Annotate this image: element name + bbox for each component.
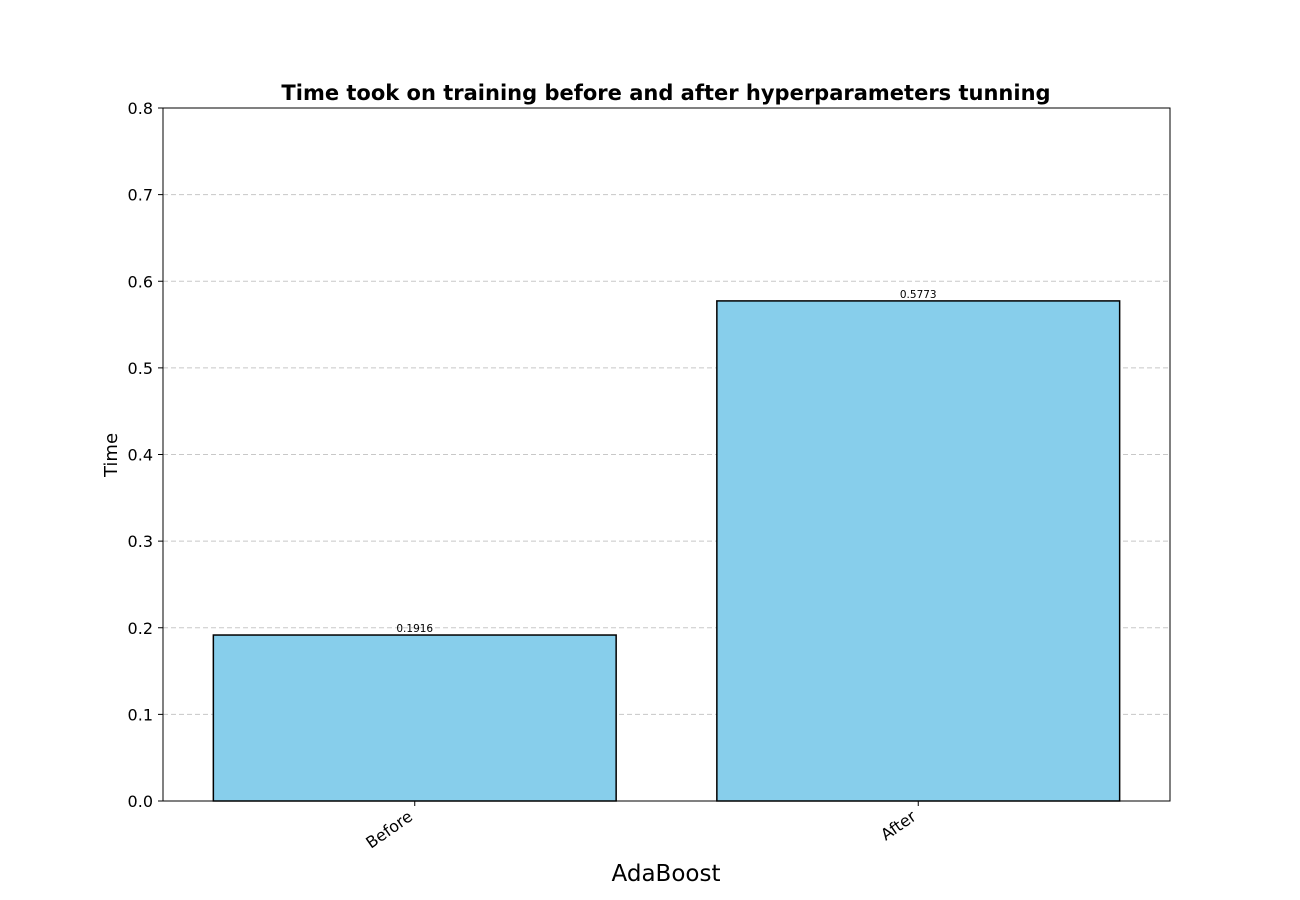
y-tick-label: 0.3 <box>128 532 153 551</box>
bar-before <box>212 634 617 802</box>
y-tick-label: 0.5 <box>128 359 153 378</box>
x-tick-label-after: After <box>877 806 920 844</box>
data-label-before: 0.1916 <box>396 623 433 635</box>
y-axis-label: Time <box>101 433 122 478</box>
y-tick-label: 0.0 <box>128 792 153 811</box>
y-tick-label: 0.6 <box>128 272 153 291</box>
bars <box>212 300 1121 802</box>
data-label-after: 0.5773 <box>900 289 937 301</box>
y-tick-label: 0.8 <box>128 99 153 118</box>
data-labels: 0.1916 0.5773 <box>396 289 936 635</box>
y-tick-label: 0.7 <box>128 186 153 205</box>
y-tick-label: 0.4 <box>128 446 153 465</box>
chart-title: Time took on training before and after h… <box>281 81 1050 105</box>
y-axis-ticks: 0.0 0.1 0.2 0.3 0.4 0.5 0.6 0.7 0.8 <box>128 99 163 811</box>
y-tick-label: 0.1 <box>128 705 153 724</box>
x-axis-ticks: Before After <box>362 801 920 852</box>
x-axis-label: AdaBoost <box>612 861 721 887</box>
bar-after <box>716 300 1121 802</box>
y-tick-label: 0.2 <box>128 619 153 638</box>
x-tick-label-before: Before <box>362 807 416 853</box>
